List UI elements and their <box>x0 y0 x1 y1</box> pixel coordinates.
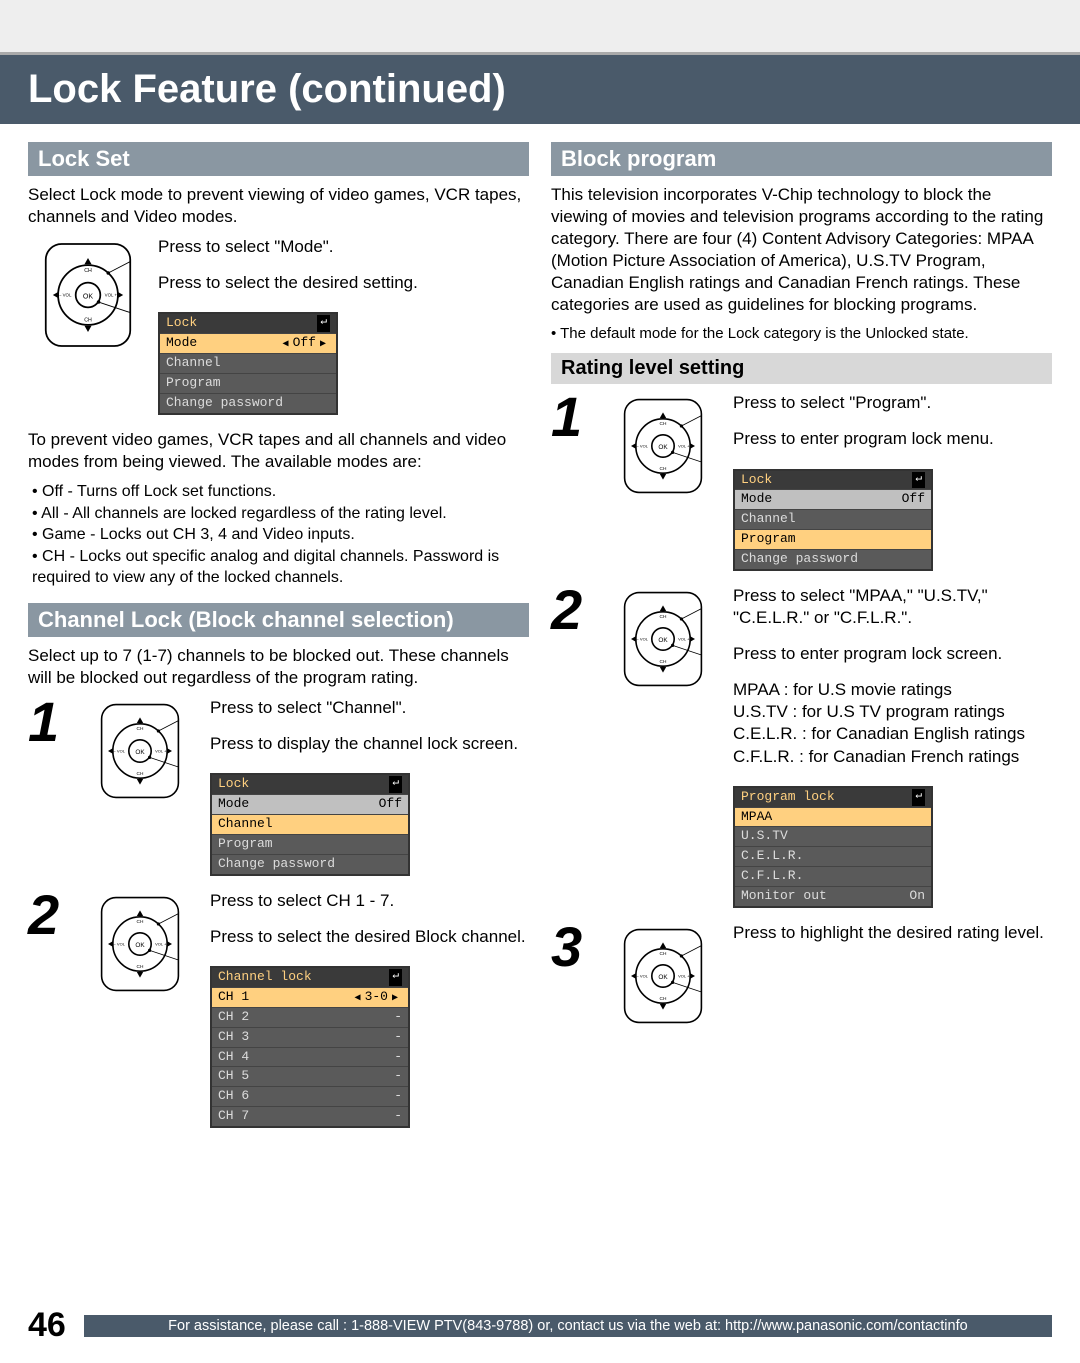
lockset-para2: To prevent video games, VCR tapes and al… <box>28 429 529 473</box>
osd-title: Channel lock <box>218 969 312 986</box>
right-column: Block program This television incorporat… <box>551 142 1052 1142</box>
rating-step2a: Press to select "MPAA," "U.S.TV," "C.E.L… <box>733 585 1052 629</box>
chlock-step1b: Press to display the channel lock screen… <box>210 733 529 755</box>
step-number: 2 <box>551 585 593 635</box>
osd-title: Lock <box>166 315 197 332</box>
osd-row: Channel <box>741 511 796 528</box>
rating-step2e: C.E.L.R. : for Canadian English ratings <box>733 723 1052 745</box>
bullet: • CH - Locks out specific analog and dig… <box>32 546 529 589</box>
osd-row: Mode <box>741 491 772 508</box>
remote-icon <box>28 236 148 350</box>
osd-row: Mode <box>166 335 197 352</box>
osd-row: Monitor out <box>741 888 827 905</box>
osd-row: Program <box>218 836 273 853</box>
osd-title: Lock <box>218 776 249 793</box>
lockset-line1: Press to select "Mode". <box>158 236 529 258</box>
chlock-osd2: Channel lock↵ CH 1◀3-0▶ CH 2- CH 3- CH 4… <box>210 966 410 1128</box>
rating-step1b: Press to enter program lock menu. <box>733 428 1052 450</box>
osd-row: C.E.L.R. <box>741 848 803 865</box>
page-title: Lock Feature (continued) <box>0 55 1080 124</box>
step-number: 2 <box>28 890 70 940</box>
return-icon: ↵ <box>912 789 925 806</box>
rating-header: Rating level setting <box>551 353 1052 384</box>
osd-row: CH 6 <box>218 1088 249 1105</box>
chlock-osd1: Lock ↵ Mode Off Channel Program Change pas… <box>210 773 410 875</box>
lockset-intro: Select Lock mode to prevent viewing of v… <box>28 184 529 228</box>
remote-icon <box>80 890 200 994</box>
return-icon: ↵ <box>389 776 402 793</box>
block-note: • The default mode for the Lock category… <box>551 325 1052 344</box>
step-number: 1 <box>28 697 70 747</box>
rating-step2d: U.S.TV : for U.S TV program ratings <box>733 701 1052 723</box>
footer-bar: For assistance, please call : 1-888-VIEW… <box>84 1315 1052 1337</box>
osd-val: Off <box>379 796 402 813</box>
return-icon: ↵ <box>912 472 925 489</box>
osd-title: Program lock <box>741 789 835 806</box>
rating-osd2: Program lock ↵ MPAA U.S.TV C.E.L.R. C.F.L… <box>733 786 933 908</box>
osd-row: C.F.L.R. <box>741 868 803 885</box>
osd-row: CH 1 <box>218 989 249 1006</box>
osd-row: CH 7 <box>218 1108 249 1125</box>
block-header: Block program <box>551 142 1052 176</box>
osd-row: U.S.TV <box>741 828 788 845</box>
rating-step2b: Press to enter program lock screen. <box>733 643 1052 665</box>
chlock-step2b: Press to select the desired Block channe… <box>210 926 529 948</box>
block-intro: This television incorporates V-Chip tech… <box>551 184 1052 317</box>
osd-row: Change password <box>166 395 283 412</box>
remote-icon <box>603 922 723 1026</box>
osd-row: Channel <box>166 355 221 372</box>
bullet: • All - All channels are locked regardle… <box>32 503 529 525</box>
osd-val: 3-0 <box>365 989 388 1004</box>
osd-row: CH 5 <box>218 1068 249 1085</box>
osd-val: Off <box>902 491 925 508</box>
rating-step3: Press to highlight the desired rating le… <box>733 922 1052 944</box>
chlock-intro: Select up to 7 (1-7) channels to be bloc… <box>28 645 529 689</box>
lockset-bullets: • Off - Turns off Lock set functions. • … <box>32 481 529 589</box>
footer: 46 For assistance, please call : 1-888-V… <box>28 1306 1052 1345</box>
left-column: Lock Set Select Lock mode to prevent vie… <box>28 142 529 1142</box>
osd-title: Lock <box>741 472 772 489</box>
return-icon: ↵ <box>317 315 330 332</box>
lockset-header: Lock Set <box>28 142 529 176</box>
lockset-line2: Press to select the desired setting. <box>158 272 529 294</box>
chlock-header: Channel Lock (Block channel selection) <box>28 603 529 637</box>
osd-row: Mode <box>218 796 249 813</box>
rating-step1a: Press to select "Program". <box>733 392 1052 414</box>
rating-step2f: C.F.L.R. : for Canadian French ratings <box>733 746 1052 768</box>
osd-row: Program <box>741 531 796 548</box>
chlock-step1a: Press to select "Channel". <box>210 697 529 719</box>
chlock-step2a: Press to select CH 1 - 7. <box>210 890 529 912</box>
osd-row: Change password <box>218 856 335 873</box>
return-icon: ↵ <box>389 969 402 986</box>
osd-val: Off <box>293 335 316 350</box>
osd-row: Channel <box>218 816 273 833</box>
bullet: • Game - Locks out CH 3, 4 and Video inp… <box>32 524 529 546</box>
osd-row: Program <box>166 375 221 392</box>
lockset-osd: Lock↵ Mode◀Off▶ Channel Program Change p… <box>158 312 338 414</box>
remote-icon <box>603 585 723 689</box>
page-number: 46 <box>28 1306 66 1345</box>
remote-icon <box>80 697 200 801</box>
osd-row: Change password <box>741 551 858 568</box>
rating-step2c: MPAA : for U.S movie ratings <box>733 679 1052 701</box>
osd-row: MPAA <box>741 809 772 826</box>
bullet: • Off - Turns off Lock set functions. <box>32 481 529 503</box>
osd-val: On <box>909 888 925 905</box>
osd-row: CH 2 <box>218 1009 249 1026</box>
remote-icon <box>603 392 723 496</box>
osd-row: CH 4 <box>218 1049 249 1066</box>
step-number: 1 <box>551 392 593 442</box>
top-gray-band <box>0 0 1080 55</box>
step-number: 3 <box>551 922 593 972</box>
osd-row: CH 3 <box>218 1029 249 1046</box>
rating-osd1: Lock ↵ Mode Off Channel Program Change pas… <box>733 469 933 571</box>
